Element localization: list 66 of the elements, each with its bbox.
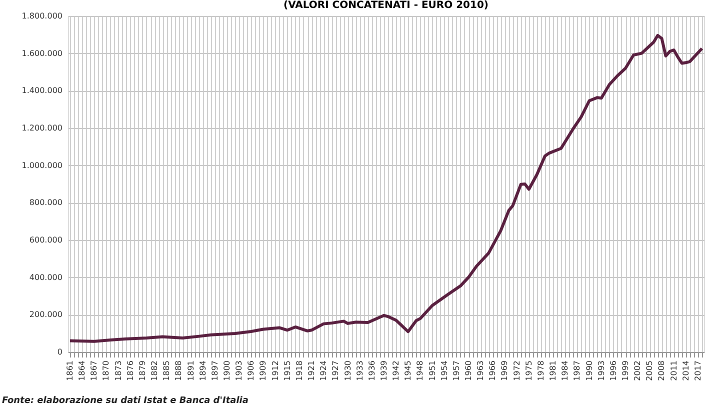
x-tick-label: 1909 — [258, 360, 268, 381]
x-tick-label: 1879 — [138, 360, 147, 381]
x-tick-label: 1936 — [367, 360, 376, 381]
x-tick-label: 1957 — [452, 360, 461, 381]
y-tick-label: 1.600.000 — [22, 48, 62, 58]
x-tick-label: 1912 — [270, 360, 280, 381]
x-tick-label: 1906 — [246, 360, 256, 381]
x-tick-label: 1891 — [186, 360, 196, 381]
x-tick-label: 1918 — [294, 360, 304, 381]
x-tick-label: 1972 — [512, 360, 522, 381]
line-series — [68, 34, 704, 343]
x-tick-label: 1990 — [584, 360, 594, 381]
x-tick-label: 1873 — [114, 360, 123, 381]
x-tick-label: 1942 — [392, 360, 401, 381]
y-tick-label: 1.000.000 — [22, 160, 62, 170]
x-tick-label: 2002 — [633, 360, 642, 381]
y-tick-label: 800.000 — [29, 198, 62, 208]
x-tick-label: 1948 — [416, 360, 425, 381]
x-tick-label: 1981 — [548, 360, 558, 381]
x-tick-label: 1921 — [307, 360, 316, 381]
x-tick-label: 1876 — [126, 360, 135, 381]
y-tick-label: 600.000 — [29, 236, 62, 244]
x-tick-label: 1924 — [319, 360, 328, 381]
y-tick-label: 1.200.000 — [22, 124, 62, 132]
x-tick-label: 1861 — [66, 360, 75, 381]
x-tick-label: 1864 — [78, 360, 87, 381]
x-tick-label: 2014 — [681, 360, 690, 381]
x-tick-label: 1987 — [572, 360, 582, 381]
x-tick-label: 1897 — [210, 360, 220, 381]
x-tick-label: 1888 — [174, 360, 184, 381]
x-tick-label: 2008 — [657, 360, 666, 381]
x-tick-label: 1915 — [282, 360, 292, 381]
y-tick-label: 1.400.000 — [22, 86, 62, 96]
x-tick-label: 1939 — [379, 360, 388, 381]
x-tick-label: 1963 — [476, 360, 486, 381]
source-note: Fonte: elaborazione su dati Istat e Banca d'Italia — [2, 396, 248, 406]
x-tick-label: 1969 — [500, 360, 510, 381]
x-tick-label: 1978 — [536, 360, 546, 381]
x-tick-label: 1996 — [608, 360, 618, 381]
x-tick-label: 1975 — [524, 360, 534, 381]
x-tick-label: 1930 — [343, 360, 352, 381]
x-tick-label: 1933 — [355, 360, 364, 381]
x-tick-label: 1993 — [596, 360, 606, 381]
x-tick-label: 1951 — [428, 360, 437, 381]
chart-title: (VALORI CONCATENATI - EURO 2010) — [284, 0, 488, 11]
x-tick-label: 1984 — [560, 360, 570, 381]
x-tick-label: 2017 — [693, 360, 702, 381]
x-tick-label: 2011 — [669, 360, 678, 381]
y-tick-label: 1.800.000 — [22, 12, 62, 20]
y-tick-label: 400.000 — [29, 272, 62, 282]
x-tick-label: 1960 — [464, 360, 474, 381]
x-tick-label: 1894 — [198, 360, 208, 381]
x-tick-label: 1945 — [404, 360, 413, 381]
y-tick-label: 200.000 — [29, 310, 62, 320]
x-tick-label: 1882 — [150, 360, 160, 381]
x-tick-label: 1927 — [331, 360, 340, 381]
x-tick-label: 1867 — [90, 360, 99, 381]
x-tick-label: 1966 — [488, 360, 498, 381]
x-tick-label: 1954 — [440, 360, 449, 381]
x-tick-label: 1999 — [621, 360, 630, 381]
x-tick-label: 1900 — [222, 360, 232, 381]
x-tick-label: 1870 — [102, 360, 111, 381]
y-tick-label: 0 — [57, 348, 62, 356]
x-tick-label: 1885 — [162, 360, 172, 381]
x-tick-label: 1903 — [234, 360, 244, 381]
x-tick-label: 2005 — [645, 360, 654, 381]
